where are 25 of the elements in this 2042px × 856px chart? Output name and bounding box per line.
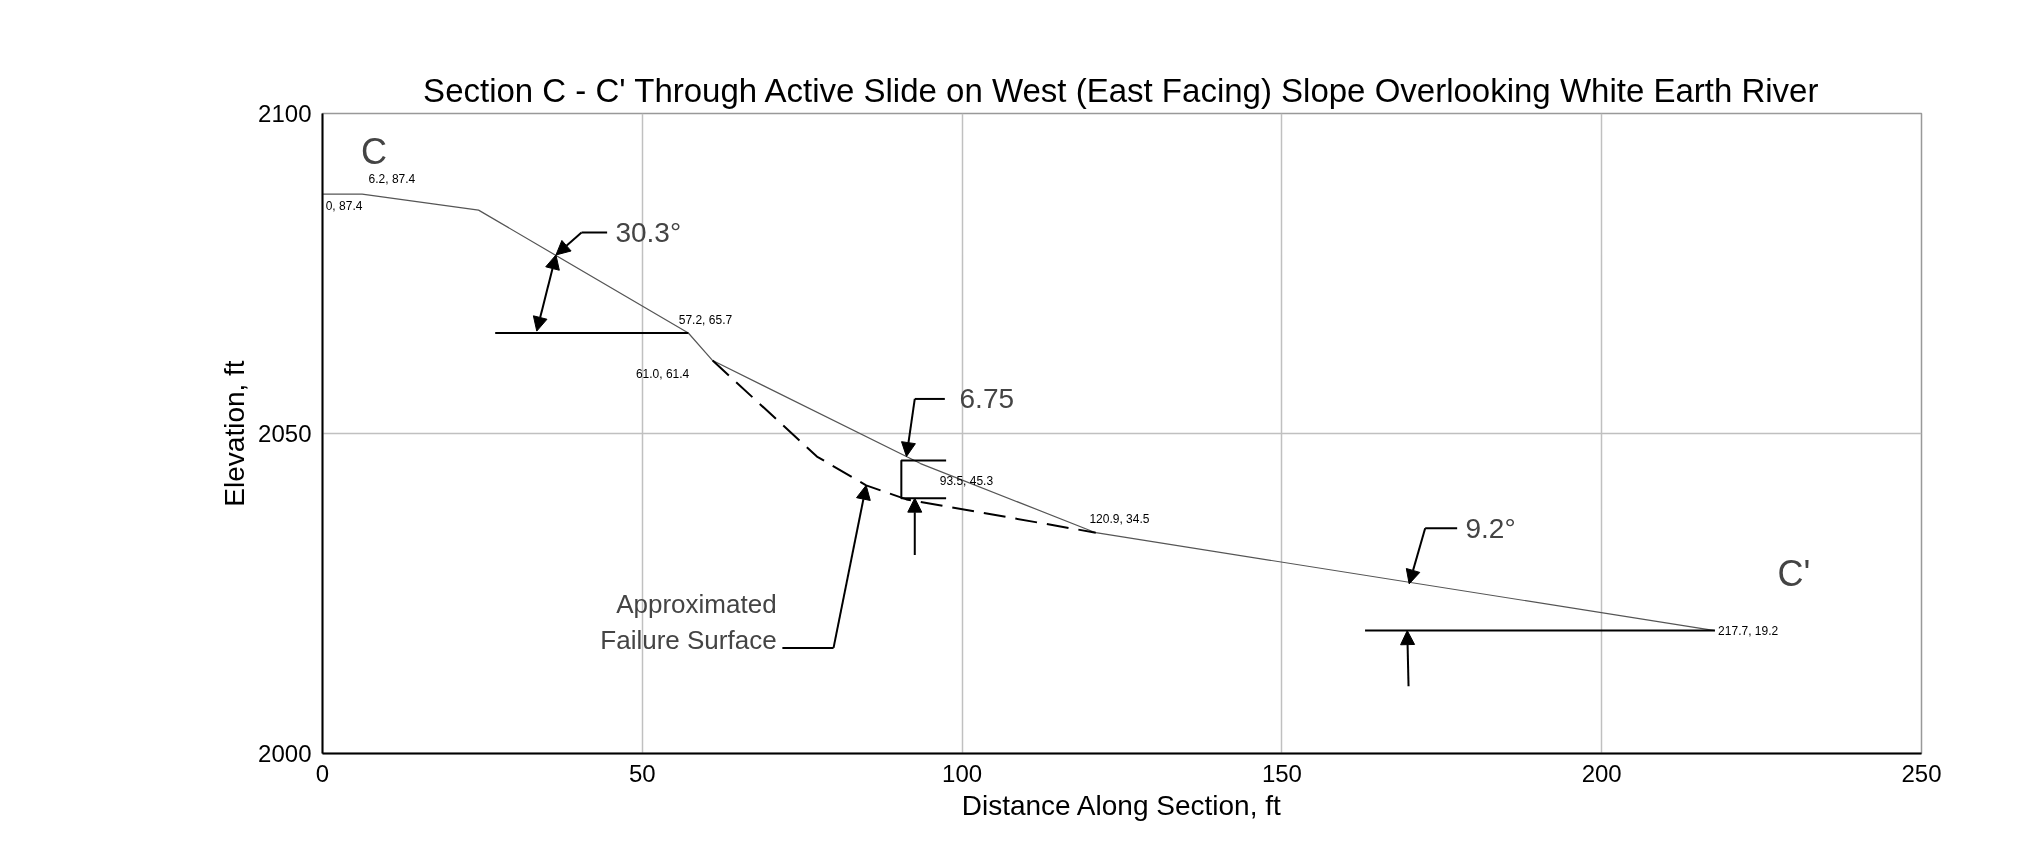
chart-title: Section C - C' Through Active Slide on West (East Facing) Slope Overlooking White Earth River [423,71,1819,109]
annotation: C' [1777,552,1811,594]
annotation: 57.2, 65.7 [678,312,733,327]
annotation: C [360,131,387,173]
x-axis-title: Distance Along Section, ft [961,789,1281,821]
y-tick-label: 2100 [258,100,312,127]
annotation: 93.5, 45.3 [939,473,994,488]
y-tick-label: 2000 [258,740,312,767]
annotation: 120.9, 34.5 [1089,512,1150,527]
x-tick-label: 150 [1261,759,1302,787]
annotation: 0, 87.4 [325,199,363,214]
x-tick-label: 100 [942,759,983,787]
annotation: 9.2° [1465,512,1516,544]
x-tick-label: 50 [628,759,656,787]
x-tick-label: 0 [315,759,330,787]
annotation: 61.0, 61.4 [635,366,690,381]
annotation: 217.7, 19.2 [1718,623,1779,638]
annotation: Approximated Failure Surface [600,588,777,655]
y-tick-label: 2050 [258,420,312,447]
y-axis-title: Elevation, ft [219,360,251,507]
annotation: 6.2, 87.4 [368,172,416,187]
x-tick-label: 200 [1581,759,1622,787]
x-tick-label: 250 [1901,759,1942,787]
annotation: 6.75 [959,383,1015,415]
annotation: 30.3° [615,217,682,249]
